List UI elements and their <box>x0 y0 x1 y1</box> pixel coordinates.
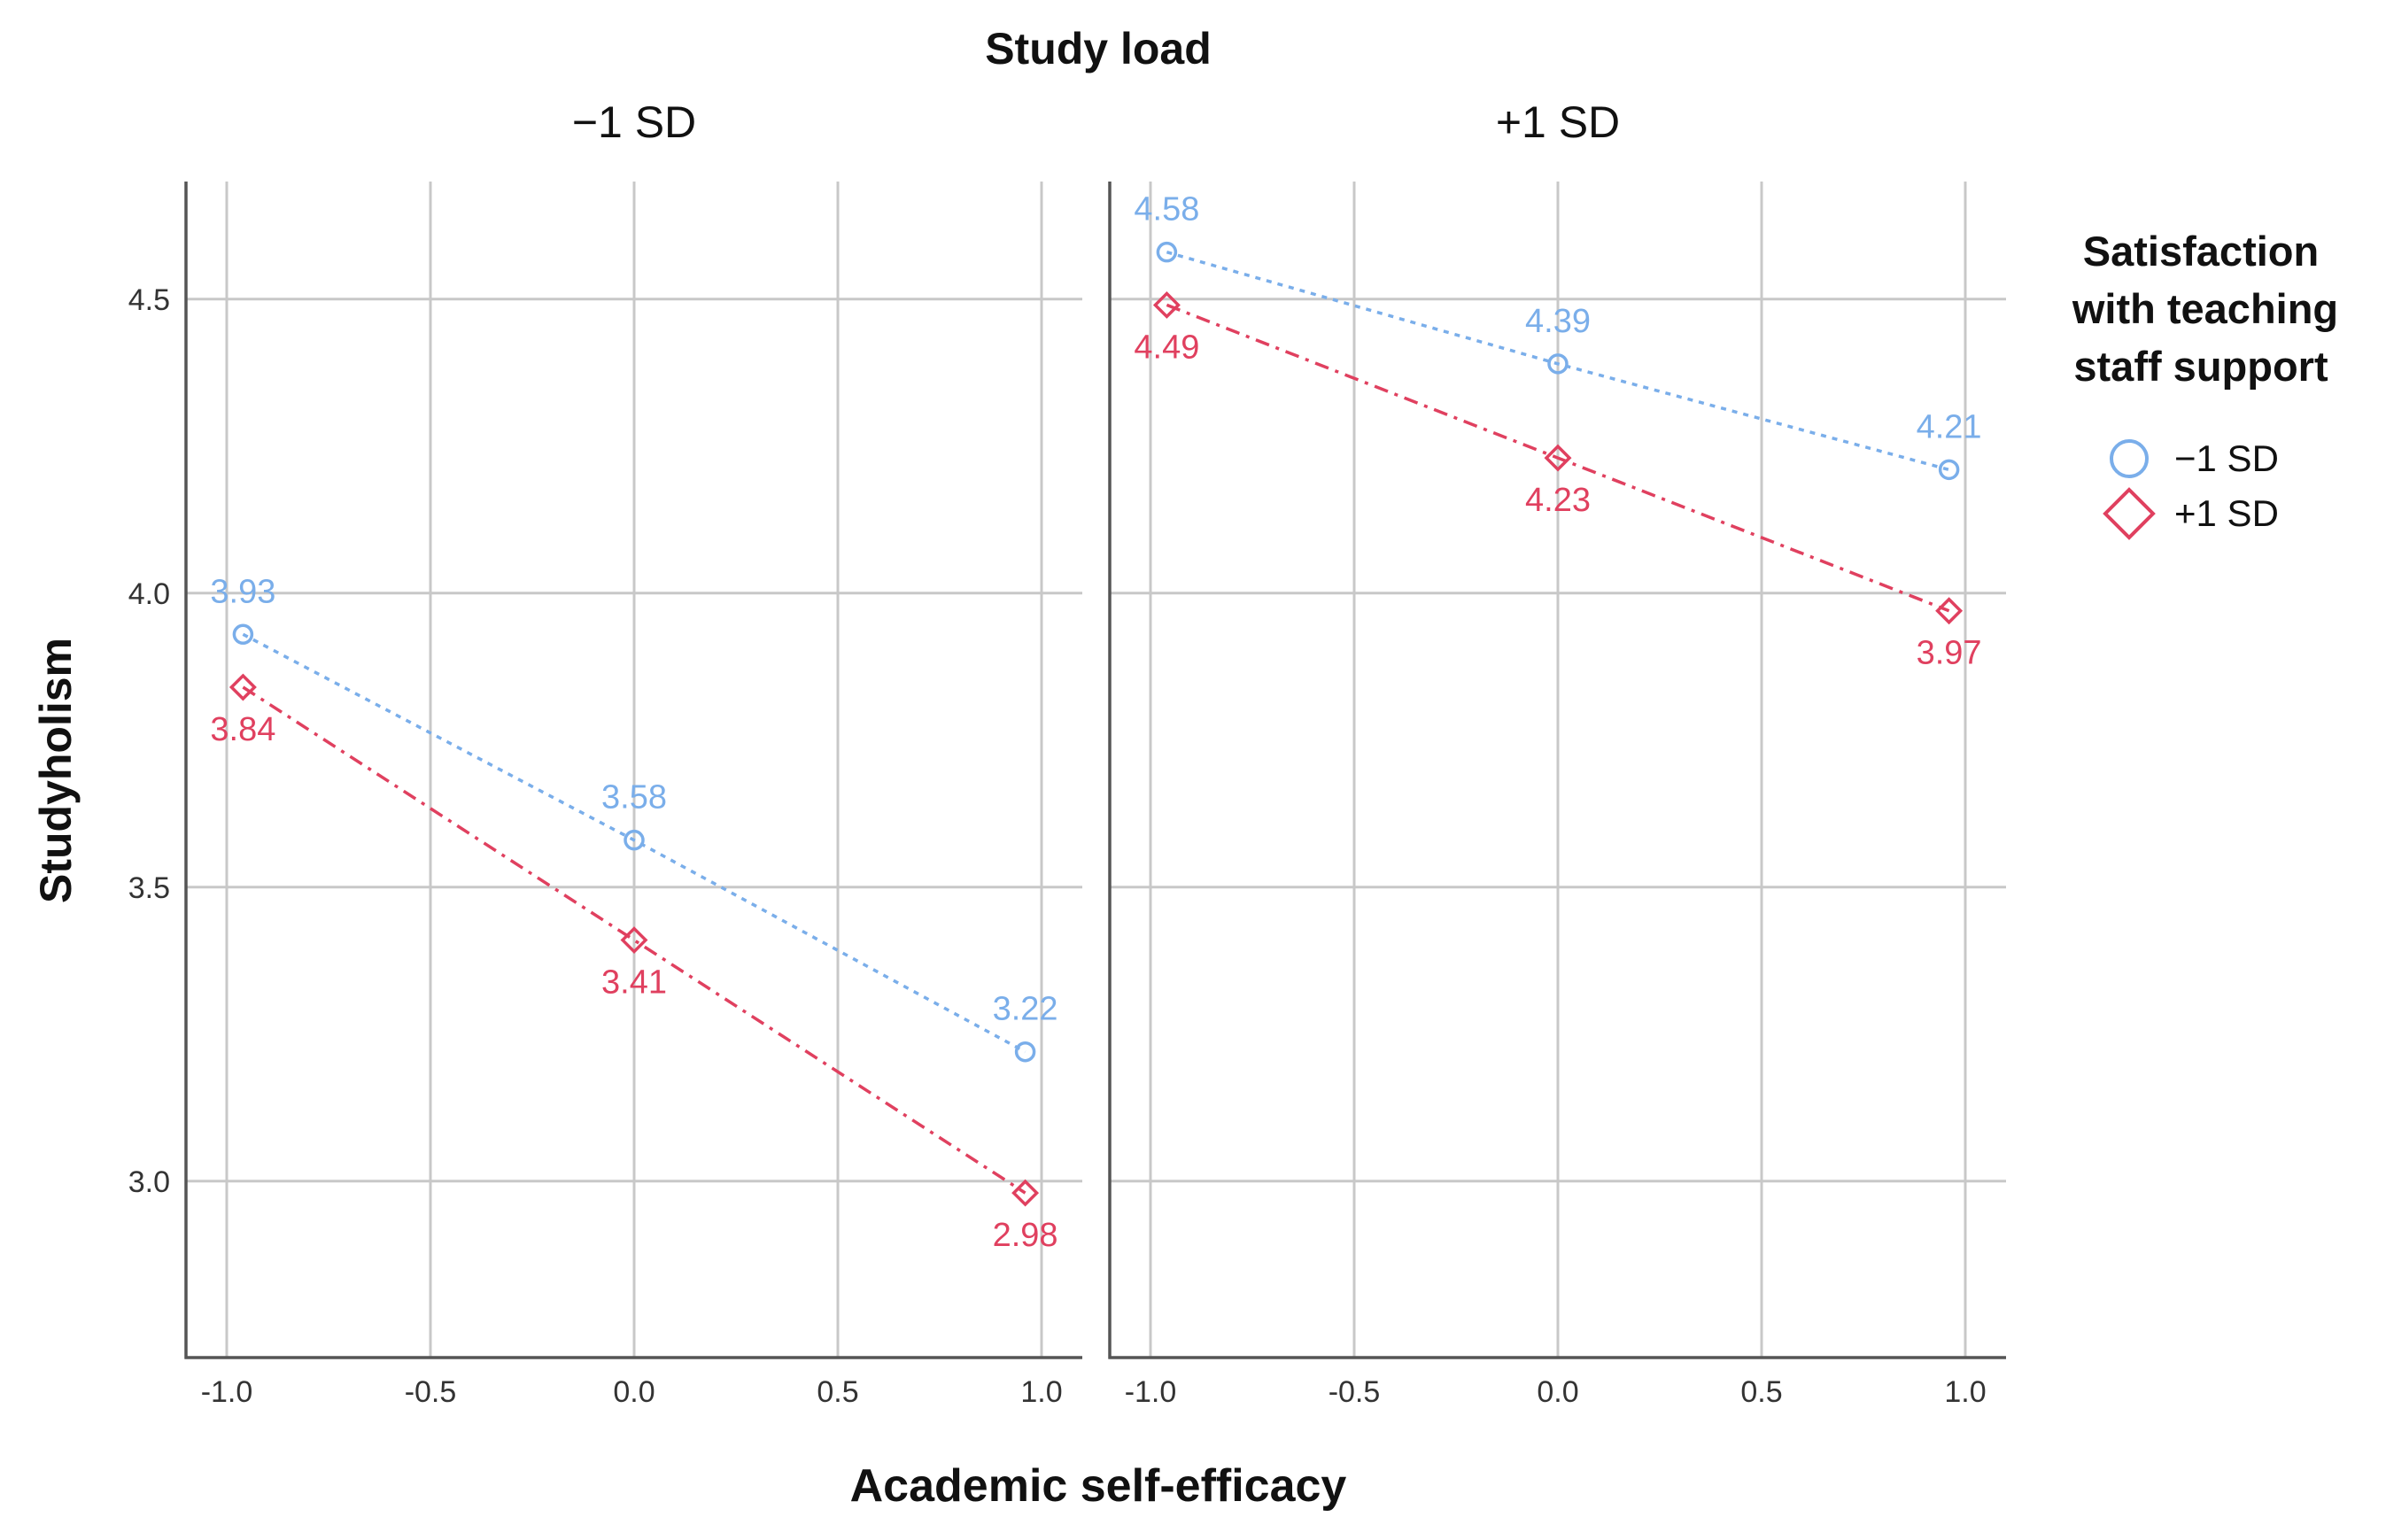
x-tick-label: 0.5 <box>1740 1375 1782 1409</box>
data-label: 4.49 <box>1134 329 1199 366</box>
data-label: 3.93 <box>210 573 275 610</box>
data-point <box>1152 290 1181 319</box>
series-line <box>1166 303 1950 613</box>
x-tick-label: -0.5 <box>1329 1375 1381 1409</box>
data-label: 4.39 <box>1525 303 1591 340</box>
legend-title-line-3: staff support <box>2073 343 2328 390</box>
legend: Satisfaction with teaching staff support… <box>2072 228 2338 540</box>
y-tick-label: 4.5 <box>128 283 170 317</box>
x-tick-label: 0.0 <box>1537 1375 1578 1409</box>
y-tick-label: 4.0 <box>128 577 170 611</box>
x-axis-label: Academic self-efficacy <box>850 1460 1347 1512</box>
x-tick-label: 0.5 <box>817 1375 858 1409</box>
legend-marker-circle <box>2110 439 2149 478</box>
data-label: 2.98 <box>993 1217 1058 1254</box>
series-line <box>242 685 1026 1195</box>
data-point <box>1547 353 1569 375</box>
chart-title: Study load <box>985 24 1212 74</box>
data-point <box>1156 241 1178 263</box>
x-tick-label: 1.0 <box>1020 1375 1062 1409</box>
data-label: 3.58 <box>601 779 667 816</box>
legend-title-line-2: with teaching <box>2072 285 2338 332</box>
data-point <box>232 623 254 646</box>
data-point <box>1011 1179 1040 1207</box>
x-tick-label: -1.0 <box>201 1375 253 1409</box>
y-tick-label: 3.5 <box>128 871 170 905</box>
data-label: 4.58 <box>1134 191 1199 228</box>
data-point <box>1014 1041 1036 1063</box>
data-point <box>624 829 645 851</box>
x-tick-label: -0.5 <box>405 1375 457 1409</box>
y-tick-label: 3.0 <box>128 1165 170 1199</box>
data-label: 3.84 <box>210 711 275 748</box>
series-line <box>242 632 1026 1054</box>
data-point <box>229 673 257 701</box>
y-axis-label: Studyholism <box>31 638 81 903</box>
data-label: 3.97 <box>1917 635 1982 672</box>
x-tick-label: 0.0 <box>613 1375 655 1409</box>
panel-2: +1 SD -1.0 -0.5 0.0 0.5 1.0 4.58 4.39 4.21 4.49 4.… <box>1108 97 2006 1409</box>
panel-1: −1 SD -1.0 -0.5 0.0 0.5 1.0 3.0 3.5 4.0 4.5 3.93 3.… <box>128 97 1082 1409</box>
data-point <box>1938 459 1960 481</box>
data-label: 3.22 <box>993 991 1058 1028</box>
legend-title-line-1: Satisfaction <box>2083 228 2319 275</box>
data-label: 4.21 <box>1917 408 1982 445</box>
panel-title: −1 SD <box>572 97 696 147</box>
data-point <box>1544 444 1572 472</box>
data-point <box>1935 597 1964 625</box>
x-tick-label: -1.0 <box>1125 1375 1177 1409</box>
panel-title: +1 SD <box>1496 97 1620 147</box>
x-tick-label: 1.0 <box>1944 1375 1986 1409</box>
data-label: 3.41 <box>601 964 667 1002</box>
data-point <box>620 926 648 955</box>
series-line <box>1166 251 1950 472</box>
legend-entry-label: −1 SD <box>2174 437 2279 479</box>
legend-marker-diamond <box>2103 487 2156 540</box>
data-label: 4.23 <box>1525 482 1591 519</box>
legend-entry-label: +1 SD <box>2174 492 2279 534</box>
